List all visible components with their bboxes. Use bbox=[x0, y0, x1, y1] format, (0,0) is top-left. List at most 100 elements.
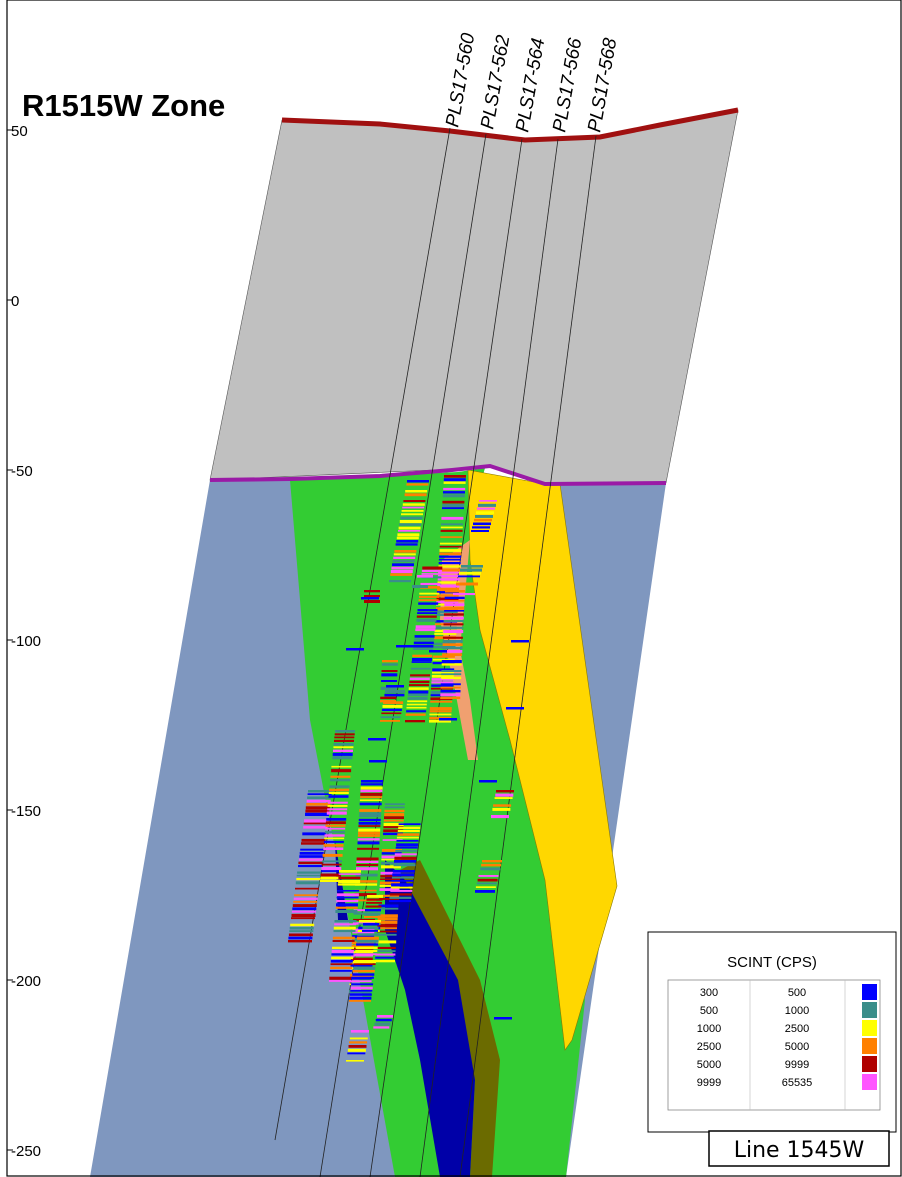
scint-interval bbox=[443, 616, 464, 620]
scint-interval bbox=[302, 832, 327, 836]
scint-interval bbox=[422, 566, 443, 570]
scint-interval bbox=[506, 707, 524, 710]
drillhole-trace-568 bbox=[459, 135, 597, 1177]
drillhole-label-560: PLS17-560 bbox=[442, 31, 479, 129]
scint-interval bbox=[322, 860, 342, 863]
scint-interval bbox=[405, 720, 425, 723]
scint-interval bbox=[375, 946, 396, 949]
legend-swatch-0 bbox=[862, 984, 877, 1000]
scint-interval bbox=[439, 552, 462, 556]
scint-interval bbox=[383, 832, 403, 836]
scint-interval bbox=[355, 883, 378, 886]
scint-interval bbox=[337, 890, 360, 892]
scint-interval bbox=[391, 880, 414, 882]
scint-interval bbox=[442, 507, 464, 510]
scint-interval bbox=[396, 843, 419, 847]
scint-interval bbox=[442, 646, 463, 650]
scint-interval bbox=[393, 553, 416, 556]
scint-interval bbox=[335, 906, 358, 909]
scint-interval bbox=[329, 788, 350, 792]
scint-interval bbox=[429, 713, 452, 716]
scint-interval bbox=[444, 610, 465, 612]
scint-interval bbox=[392, 870, 415, 873]
scint-interval bbox=[391, 566, 414, 570]
scint-interval bbox=[368, 738, 386, 741]
scint-interval bbox=[366, 902, 382, 904]
scint-interval bbox=[360, 796, 383, 799]
scint-interval bbox=[356, 943, 379, 946]
scint-interval bbox=[339, 870, 361, 873]
scint-interval bbox=[414, 635, 435, 638]
scint-interval bbox=[392, 563, 414, 567]
scint-interval bbox=[389, 900, 411, 903]
scint-interval bbox=[332, 946, 354, 949]
scint-interval bbox=[329, 980, 351, 982]
scint-interval bbox=[357, 933, 380, 936]
scint-interval bbox=[477, 878, 498, 882]
dark-blue-pod bbox=[385, 860, 475, 1177]
scint-interval bbox=[346, 648, 364, 651]
drillhole-trace-564 bbox=[369, 138, 523, 1177]
scint-interval bbox=[380, 865, 401, 869]
scint-interval bbox=[442, 504, 465, 507]
scint-interval bbox=[438, 558, 461, 561]
scint-interval bbox=[479, 500, 497, 502]
scint-interval bbox=[430, 691, 453, 695]
scint-interval bbox=[436, 600, 459, 603]
scint-interval bbox=[391, 883, 414, 887]
scint-interval bbox=[334, 923, 357, 926]
scint-interval bbox=[326, 818, 347, 821]
scint-interval bbox=[407, 480, 429, 483]
scint-interval bbox=[306, 803, 331, 806]
scint-interval bbox=[384, 809, 405, 813]
scint-interval bbox=[334, 733, 355, 736]
scint-interval bbox=[378, 907, 399, 910]
scint-interval bbox=[335, 730, 355, 733]
scint-interval bbox=[438, 568, 461, 572]
scint-interval bbox=[383, 701, 404, 705]
scint-interval bbox=[375, 950, 396, 952]
scint-interval bbox=[295, 881, 320, 885]
scint-interval bbox=[437, 587, 460, 591]
scint-interval bbox=[444, 600, 465, 602]
scint-interval bbox=[378, 898, 399, 900]
scint-interval bbox=[332, 936, 355, 940]
scint-interval bbox=[377, 924, 398, 928]
scint-interval bbox=[323, 840, 344, 843]
scint-interval bbox=[420, 582, 441, 586]
legend-to-3: 5000 bbox=[785, 1041, 809, 1053]
legend-to-5: 65535 bbox=[782, 1077, 813, 1089]
scint-interval bbox=[397, 833, 420, 836]
scint-interval bbox=[440, 536, 463, 538]
y-tick-minus-50: -50 bbox=[11, 463, 33, 480]
scint-interval bbox=[381, 708, 402, 711]
scint-interval bbox=[308, 790, 332, 793]
scint-interval bbox=[288, 936, 313, 940]
scint-interval bbox=[494, 1017, 512, 1020]
scint-interval bbox=[384, 806, 405, 809]
scint-interval bbox=[442, 494, 465, 498]
scint-interval bbox=[441, 670, 462, 672]
scint-interval bbox=[481, 863, 502, 867]
scint-interval bbox=[289, 930, 314, 932]
scint-interval bbox=[353, 918, 376, 921]
scint-interval bbox=[348, 1045, 367, 1048]
scint-interval bbox=[389, 893, 412, 896]
scint-interval bbox=[383, 822, 404, 827]
scint-interval bbox=[381, 680, 397, 682]
scint-interval bbox=[359, 799, 382, 801]
scint-interval bbox=[349, 996, 372, 1000]
y-tick-minus-100: -100 bbox=[11, 633, 41, 650]
scint-interval bbox=[381, 855, 402, 859]
scint-interval bbox=[431, 674, 454, 678]
scint-interval bbox=[383, 826, 404, 829]
scint-interval bbox=[330, 960, 353, 963]
scint-interval bbox=[443, 491, 465, 494]
scint-interval bbox=[321, 867, 342, 871]
scint-interval bbox=[355, 873, 378, 877]
scintillometer-intervals bbox=[288, 475, 529, 1062]
scint-interval bbox=[380, 686, 397, 690]
scint-interval bbox=[380, 878, 401, 880]
scint-interval bbox=[353, 909, 376, 912]
scint-interval bbox=[349, 993, 372, 996]
